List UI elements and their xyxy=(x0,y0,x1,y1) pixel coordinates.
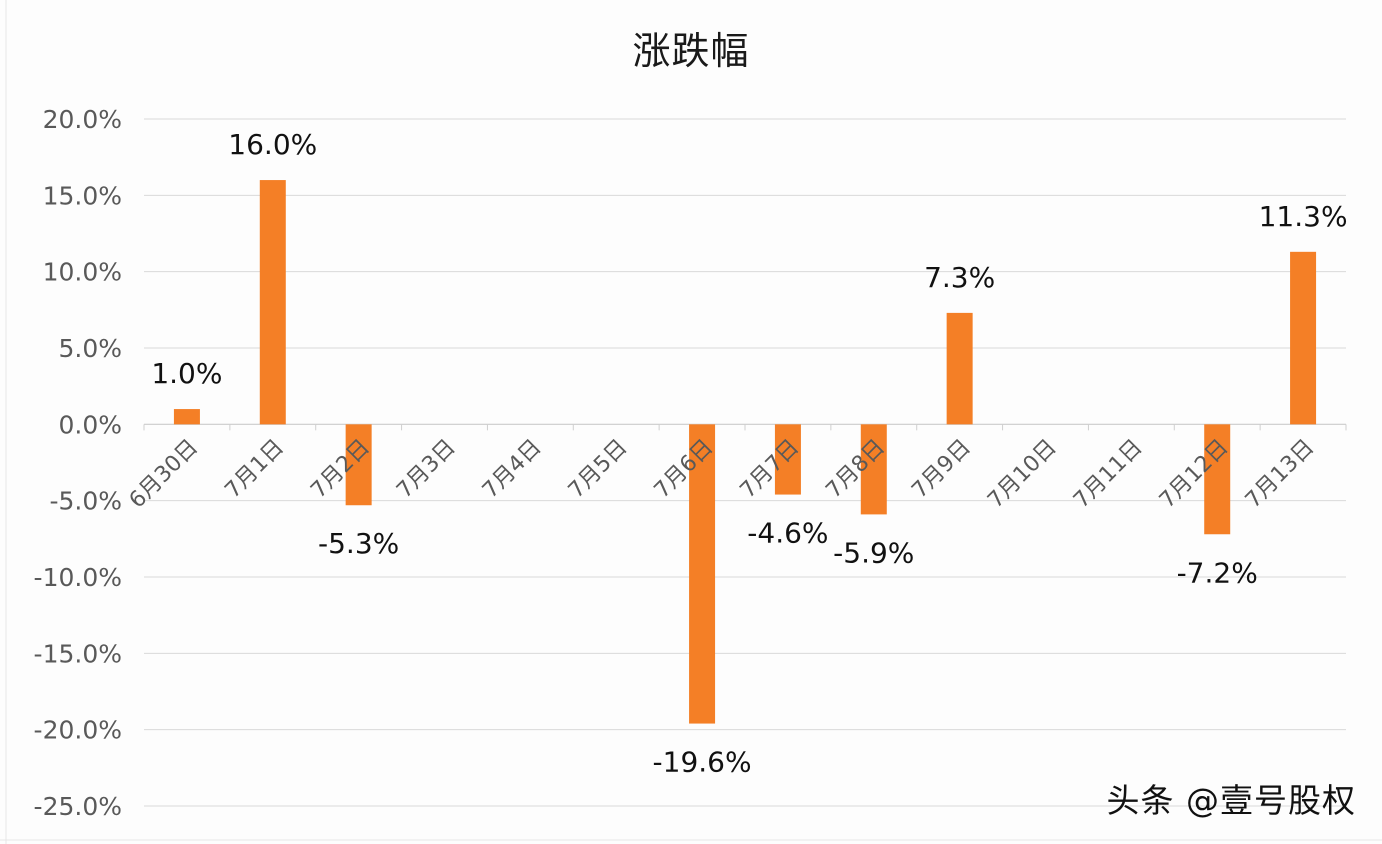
watermark: 头条 @壹号股权 xyxy=(1106,781,1356,820)
bar xyxy=(946,312,973,425)
y-tick-label: -25.0% xyxy=(34,792,122,821)
x-tick-label: 7月3日 xyxy=(392,435,461,504)
y-tick-label: -5.0% xyxy=(49,487,122,516)
bar xyxy=(860,424,887,515)
data-label: 16.0% xyxy=(228,128,317,161)
chart-title: 涨跌幅 xyxy=(632,29,750,73)
data-label: 7.3% xyxy=(924,261,995,294)
data-label: 11.3% xyxy=(1259,200,1348,233)
y-tick-label: -20.0% xyxy=(34,716,122,745)
y-tick-label: 5.0% xyxy=(58,334,122,363)
y-tick-label: 0.0% xyxy=(58,410,122,439)
bar xyxy=(345,424,372,506)
bar xyxy=(173,409,200,425)
y-tick-label: 15.0% xyxy=(43,181,122,210)
data-label: -4.6% xyxy=(747,517,828,550)
x-tick-label: 7月11日 xyxy=(1069,435,1147,513)
data-label: 1.0% xyxy=(151,357,222,390)
y-tick-label: 20.0% xyxy=(43,105,122,134)
x-tick-label: 7月1日 xyxy=(220,435,289,504)
x-tick-label: 7月10日 xyxy=(983,435,1061,513)
data-label: -5.3% xyxy=(318,527,399,560)
bar xyxy=(259,180,286,425)
bar xyxy=(1204,424,1231,535)
x-tick-label: 7月9日 xyxy=(907,435,976,504)
data-label: -7.2% xyxy=(1177,556,1258,589)
y-tick-label: 10.0% xyxy=(43,258,122,287)
data-label: -5.9% xyxy=(833,536,914,569)
y-tick-label: -15.0% xyxy=(34,639,122,668)
data-label: -19.6% xyxy=(653,746,752,779)
x-tick-label: 6月30日 xyxy=(125,435,203,513)
x-tick-label: 7月5日 xyxy=(564,435,633,504)
bar xyxy=(774,424,801,495)
x-tick-label: 7月4日 xyxy=(478,435,547,504)
bar xyxy=(689,424,716,724)
x-tick-label: 7月13日 xyxy=(1241,435,1319,513)
y-tick-label: -10.0% xyxy=(34,563,122,592)
bar xyxy=(1290,251,1317,425)
